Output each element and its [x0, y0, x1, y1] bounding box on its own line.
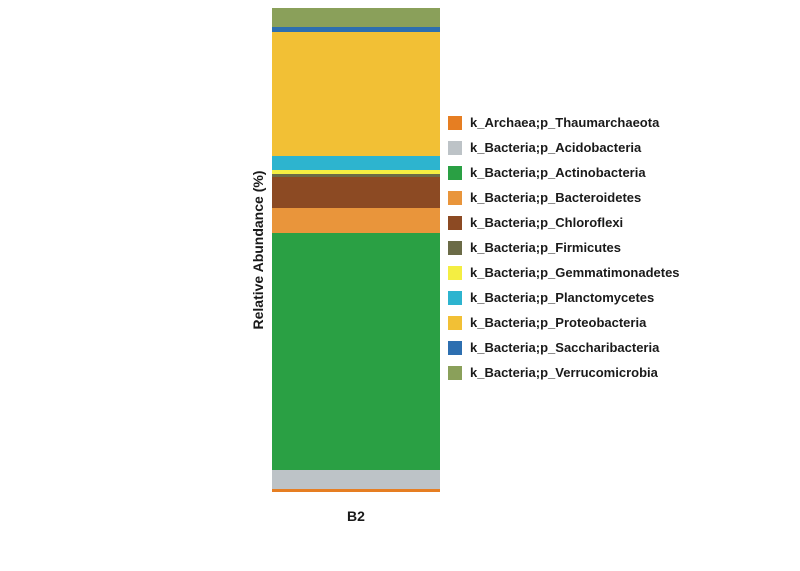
- legend-swatch-saccharibacteria: [448, 341, 462, 355]
- legend-item-proteobacteria: k_Bacteria;p_Proteobacteria: [448, 310, 680, 335]
- x-axis-label: B2: [347, 508, 365, 524]
- segment-verrucomicrobia: [272, 8, 440, 27]
- legend-swatch-proteobacteria: [448, 316, 462, 330]
- legend-label-firmicutes: k_Bacteria;p_Firmicutes: [470, 240, 621, 255]
- legend-swatch-thaumarchaeota: [448, 116, 462, 130]
- legend-label-gemmatimonadetes: k_Bacteria;p_Gemmatimonadetes: [470, 265, 680, 280]
- legend-label-planctomycetes: k_Bacteria;p_Planctomycetes: [470, 290, 654, 305]
- legend-swatch-bacteroidetes: [448, 191, 462, 205]
- legend-label-proteobacteria: k_Bacteria;p_Proteobacteria: [470, 315, 646, 330]
- legend: k_Archaea;p_Thaumarchaeota k_Bacteria;p_A…: [448, 110, 680, 385]
- segment-planctomycetes: [272, 156, 440, 171]
- legend-label-actinobacteria: k_Bacteria;p_Actinobacteria: [470, 165, 646, 180]
- legend-swatch-chloroflexi: [448, 216, 462, 230]
- segment-acidobacteria: [272, 470, 440, 489]
- legend-label-acidobacteria: k_Bacteria;p_Acidobacteria: [470, 140, 641, 155]
- segment-actinobacteria: [272, 233, 440, 470]
- bar-stack: [272, 8, 440, 492]
- segment-bacteroidetes: [272, 208, 440, 232]
- legend-item-firmicutes: k_Bacteria;p_Firmicutes: [448, 235, 680, 260]
- legend-item-bacteroidetes: k_Bacteria;p_Bacteroidetes: [448, 185, 680, 210]
- legend-swatch-firmicutes: [448, 241, 462, 255]
- legend-label-verrucomicrobia: k_Bacteria;p_Verrucomicrobia: [470, 365, 658, 380]
- legend-item-saccharibacteria: k_Bacteria;p_Saccharibacteria: [448, 335, 680, 360]
- legend-label-chloroflexi: k_Bacteria;p_Chloroflexi: [470, 215, 623, 230]
- legend-swatch-actinobacteria: [448, 166, 462, 180]
- plot-area: [272, 8, 440, 492]
- legend-swatch-verrucomicrobia: [448, 366, 462, 380]
- legend-label-bacteroidetes: k_Bacteria;p_Bacteroidetes: [470, 190, 641, 205]
- legend-swatch-gemmatimonadetes: [448, 266, 462, 280]
- legend-item-verrucomicrobia: k_Bacteria;p_Verrucomicrobia: [448, 360, 680, 385]
- legend-item-thaumarchaeota: k_Archaea;p_Thaumarchaeota: [448, 110, 680, 135]
- y-axis-label: Relative Abundance (%): [250, 171, 266, 330]
- segment-thaumarchaeota: [272, 489, 440, 492]
- legend-item-planctomycetes: k_Bacteria;p_Planctomycetes: [448, 285, 680, 310]
- segment-chloroflexi: [272, 177, 440, 208]
- legend-swatch-planctomycetes: [448, 291, 462, 305]
- legend-swatch-acidobacteria: [448, 141, 462, 155]
- legend-label-saccharibacteria: k_Bacteria;p_Saccharibacteria: [470, 340, 659, 355]
- legend-item-actinobacteria: k_Bacteria;p_Actinobacteria: [448, 160, 680, 185]
- legend-item-chloroflexi: k_Bacteria;p_Chloroflexi: [448, 210, 680, 235]
- legend-item-acidobacteria: k_Bacteria;p_Acidobacteria: [448, 135, 680, 160]
- legend-label-thaumarchaeota: k_Archaea;p_Thaumarchaeota: [470, 115, 659, 130]
- chart-container: k_Archaea;p_Thaumarchaeota k_Bacteria;p_A…: [0, 0, 800, 571]
- legend-item-gemmatimonadetes: k_Bacteria;p_Gemmatimonadetes: [448, 260, 680, 285]
- segment-proteobacteria: [272, 32, 440, 155]
